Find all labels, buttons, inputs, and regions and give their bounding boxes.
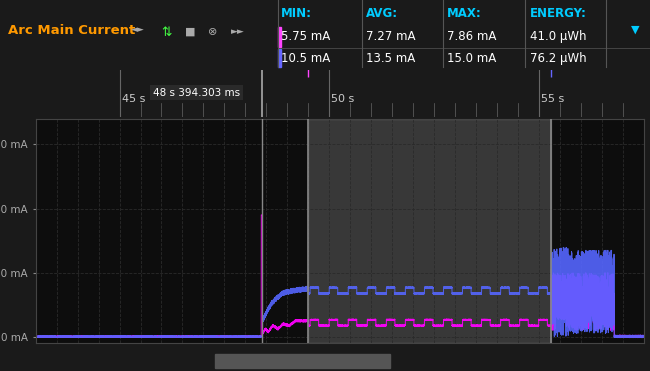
Text: ■: ■ — [185, 27, 196, 37]
Text: 76.2 μWh: 76.2 μWh — [530, 52, 586, 65]
Text: AVG:: AVG: — [366, 7, 398, 20]
Text: 41.0 μWh: 41.0 μWh — [530, 30, 586, 43]
Text: ⇅: ⇅ — [161, 26, 172, 39]
Text: ►►: ►► — [231, 27, 244, 37]
Text: ▼: ▼ — [630, 25, 639, 35]
Text: 10.5 mA: 10.5 mA — [281, 52, 330, 65]
Bar — [308, 119, 551, 343]
Bar — [278, 27, 281, 47]
Text: MAX:: MAX: — [447, 7, 482, 20]
Text: ⊗: ⊗ — [208, 27, 217, 37]
Text: Arc Main Current: Arc Main Current — [8, 23, 135, 37]
Text: 55 s: 55 s — [541, 94, 564, 104]
Text: 13.5 mA: 13.5 mA — [366, 52, 415, 65]
Text: 7.86 mA: 7.86 mA — [447, 30, 497, 43]
Bar — [278, 49, 281, 67]
Text: 50 s: 50 s — [332, 94, 354, 104]
Bar — [214, 354, 390, 368]
Text: 15.0 mA: 15.0 mA — [447, 52, 497, 65]
Text: 48 s 394.303 ms: 48 s 394.303 ms — [153, 88, 240, 98]
Text: 5.75 mA: 5.75 mA — [281, 30, 330, 43]
Text: ENERGY:: ENERGY: — [530, 7, 586, 20]
Text: 7.27 mA: 7.27 mA — [366, 30, 415, 43]
Text: 45 s: 45 s — [122, 94, 145, 104]
Text: ◄►: ◄► — [131, 26, 145, 35]
Text: MIN:: MIN: — [281, 7, 312, 20]
